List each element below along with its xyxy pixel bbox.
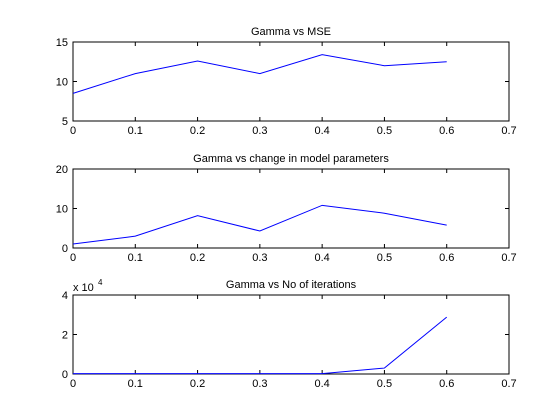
x-tick-label: 0.5	[377, 378, 392, 390]
y-tick-label: 0	[62, 369, 68, 381]
x-tick-label: 0.1	[128, 252, 143, 264]
y-tick-label: 2	[62, 330, 68, 342]
x-tick-label: 0.3	[252, 378, 267, 390]
axes-box	[72, 168, 510, 249]
subplot-2: Gamma vs change in model parameters 0 0.1 0…	[56, 153, 517, 264]
series-line-1	[72, 204, 447, 245]
x-tick-label: 0.1	[128, 378, 143, 390]
x-tick-label: 0.6	[439, 252, 454, 264]
y-tick-label: 5	[62, 116, 68, 128]
y-tick-label: 15	[56, 37, 68, 49]
axes-box	[72, 294, 510, 375]
chart-title: Gamma vs MSE	[251, 26, 331, 38]
chart-title: Gamma vs change in model parameters	[193, 153, 389, 165]
x-tick-label: 0.6	[439, 125, 454, 137]
x-tick-label: 0.7	[501, 378, 516, 390]
x-tick-label: 0.5	[377, 125, 392, 137]
x-tick-label: 0.2	[190, 378, 205, 390]
x-tick-label: 0.7	[501, 125, 516, 137]
y-tick-label: 4	[62, 290, 68, 302]
x-tick-label: 0.3	[252, 252, 267, 264]
x-tick-label: 0.2	[190, 252, 205, 264]
x-tick-label: 0	[70, 378, 76, 390]
x-tick-label: 0.4	[314, 252, 329, 264]
y-tick-label: 10	[56, 77, 68, 89]
series-line-1	[73, 316, 448, 375]
y-exponent-base: x 10	[73, 282, 94, 294]
subplot-3: Gamma vs No of iterations 0 0.1 0.2 0.3 0.4 0.…	[62, 278, 517, 390]
subplot-1: Gamma vs MSE 0 0.1 0.2 0.3 0.4 0.5 0.6 0.7 5 10 15	[56, 26, 517, 137]
x-tick-label: 0.1	[128, 125, 143, 137]
x-tick-label: 0	[70, 125, 76, 137]
x-tick-label: 0.7	[501, 252, 516, 264]
y-exponent-power: 4	[98, 278, 103, 287]
x-tick-label: 0.5	[377, 252, 392, 264]
axes-box	[72, 41, 510, 122]
x-tick-label: 0.2	[190, 125, 205, 137]
y-tick-label: 0	[62, 243, 68, 255]
x-tick-label: 0.4	[314, 125, 329, 137]
series-line-1	[72, 54, 447, 94]
x-tick-label: 0.4	[314, 378, 329, 390]
chart-title: Gamma vs No of iterations	[226, 279, 357, 291]
y-tick-label: 10	[56, 204, 68, 216]
x-tick-label: 0.3	[252, 125, 267, 137]
x-tick-label: 0	[70, 252, 76, 264]
y-tick-label: 20	[56, 164, 68, 176]
x-tick-label: 0.6	[439, 378, 454, 390]
